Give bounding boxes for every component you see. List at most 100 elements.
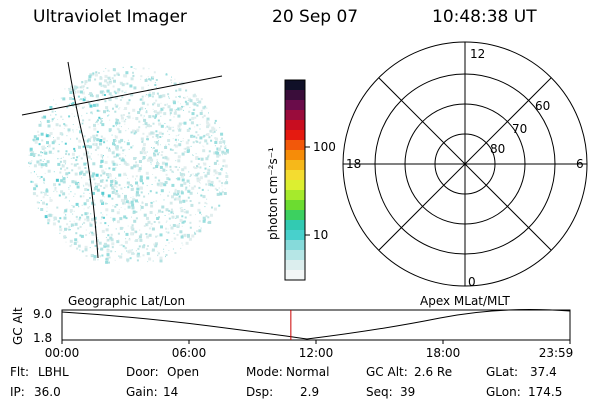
image-pixel (53, 99, 54, 101)
image-pixel (32, 181, 34, 183)
image-pixel (82, 119, 85, 122)
image-pixel (135, 178, 136, 180)
image-pixel (60, 167, 62, 170)
image-pixel (168, 97, 170, 99)
image-pixel (121, 90, 124, 93)
image-pixel (120, 146, 123, 149)
image-pixel (79, 234, 82, 237)
image-pixel (204, 174, 208, 178)
image-pixel (140, 160, 141, 162)
image-pixel (108, 80, 112, 84)
image-pixel (183, 97, 184, 99)
image-pixel (160, 124, 164, 128)
image-pixel (177, 192, 180, 195)
image-pixel (87, 78, 91, 82)
image-pixel (160, 115, 162, 117)
image-pixel (99, 139, 103, 142)
image-pixel (69, 229, 71, 231)
image-pixel (216, 189, 219, 191)
image-pixel (188, 171, 190, 173)
image-pixel (141, 245, 145, 249)
image-pixel (115, 190, 118, 193)
image-pixel (103, 70, 105, 72)
image-pixel (177, 159, 181, 163)
image-pixel (221, 150, 225, 154)
image-pixel (121, 126, 122, 128)
image-pixel (119, 125, 121, 127)
image-pixel (204, 139, 208, 143)
image-pixel (202, 106, 206, 110)
image-pixel (214, 145, 216, 147)
image-pixel (143, 213, 147, 217)
image-pixel (109, 236, 113, 240)
image-pixel (76, 90, 80, 94)
image-pixel (129, 84, 133, 88)
image-pixel (126, 101, 130, 105)
image-pixel (207, 179, 211, 183)
image-pixel (33, 187, 37, 191)
image-pixel (71, 152, 75, 156)
image-pixel (194, 167, 197, 170)
image-pixel (164, 162, 168, 166)
image-pixel (99, 164, 103, 168)
image-pixel (138, 167, 142, 171)
image-pixel (165, 164, 168, 168)
image-pixel (82, 172, 86, 176)
image-pixel (189, 214, 192, 217)
image-pixel (207, 189, 209, 191)
image-pixel (109, 82, 112, 85)
image-pixel (104, 79, 108, 83)
image-pixel (181, 152, 185, 156)
image-pixel (188, 189, 190, 191)
image-pixel (95, 122, 96, 124)
image-pixel (198, 173, 200, 175)
image-pixel (86, 100, 89, 103)
image-pixel (181, 242, 183, 244)
image-pixel (43, 182, 45, 184)
image-pixel (135, 250, 137, 252)
image-pixel (207, 216, 210, 219)
image-pixel (150, 162, 152, 164)
image-pixel (152, 260, 154, 262)
image-pixel (69, 103, 70, 105)
image-pixel (107, 239, 110, 241)
image-pixel (98, 116, 101, 119)
image-pixel (223, 192, 227, 195)
image-pixel (143, 195, 146, 198)
geographic-longitude-line (67, 61, 99, 259)
image-pixel (186, 96, 188, 98)
image-pixel (211, 135, 213, 137)
image-pixel (175, 178, 177, 180)
image-pixel (152, 108, 154, 110)
image-pixel (199, 211, 202, 214)
image-pixel (179, 230, 183, 234)
image-pixel (38, 176, 40, 178)
image-pixel (135, 68, 137, 70)
image-pixel (98, 241, 102, 245)
image-pixel (102, 155, 103, 157)
image-pixel (146, 135, 149, 138)
image-pixel (92, 240, 94, 242)
image-pixel (104, 184, 108, 188)
image-pixel (139, 175, 143, 179)
image-pixel (174, 152, 177, 154)
image-pixel (118, 173, 122, 177)
image-pixel (68, 188, 70, 190)
timeline-ytick-bottom: 1.8 (33, 331, 52, 345)
image-pixel (71, 225, 73, 227)
image-pixel (103, 196, 105, 198)
image-pixel (125, 200, 129, 204)
image-pixel (76, 156, 79, 159)
info-seq-label: Seq: (366, 385, 393, 399)
image-pixel (114, 192, 118, 196)
image-pixel (137, 201, 139, 203)
image-pixel (133, 164, 137, 168)
info-glat-label: GLat: (486, 365, 518, 379)
image-pixel (179, 107, 183, 111)
image-pixel (108, 147, 110, 149)
image-pixel (167, 93, 170, 96)
image-pixel (213, 174, 215, 176)
image-pixel (89, 197, 91, 199)
image-pixel (79, 249, 81, 251)
image-pixel (70, 85, 73, 88)
